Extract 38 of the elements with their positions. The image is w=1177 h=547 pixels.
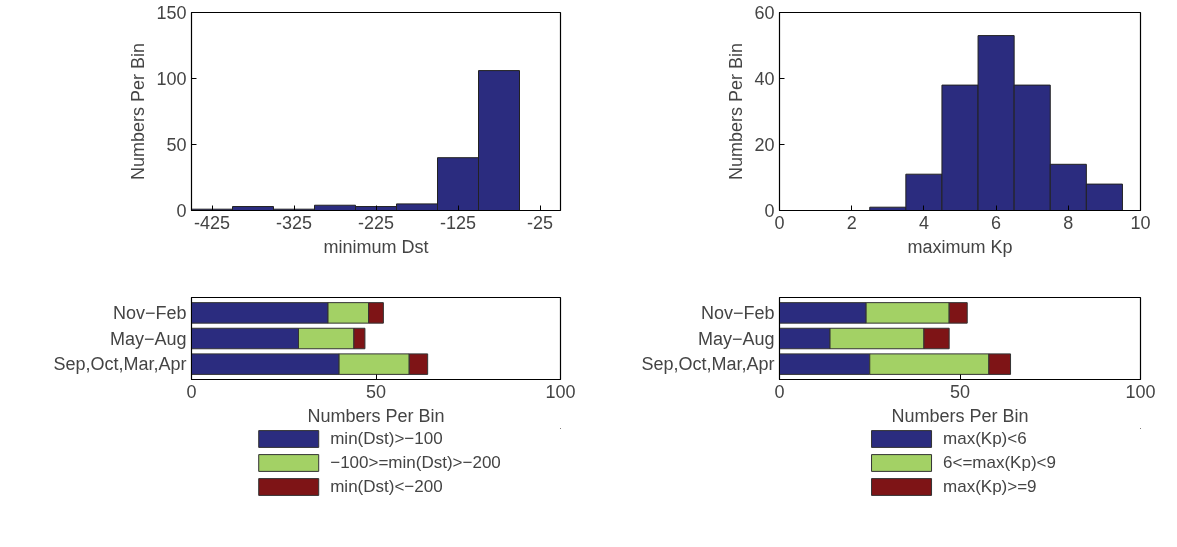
- x-tick-label: 100: [545, 381, 576, 402]
- legend-label: min(Dst)<−200: [330, 476, 443, 497]
- y-tick-label: 100: [156, 69, 187, 89]
- legend-label: max(Kp)>=9: [943, 476, 1037, 497]
- x-tick-label: 50: [949, 381, 971, 402]
- x-axis-title: minimum Dst: [323, 236, 429, 257]
- x-tick-label: 10: [1130, 212, 1151, 233]
- x-tick-label: 4: [918, 212, 929, 233]
- y-tick-label: Nov−Feb: [700, 302, 775, 323]
- y-axis-title: Numbers Per Bin: [128, 42, 149, 181]
- y-axis-title: Numbers Per Bin: [726, 42, 747, 181]
- y-tick-label: 50: [166, 135, 187, 155]
- legend-label: max(Kp)<6: [943, 428, 1027, 449]
- x-tick-label: 50: [365, 381, 387, 402]
- legend-label: 6<=max(Kp)<9: [943, 452, 1056, 473]
- x-tick-label: -325: [275, 212, 313, 233]
- y-tick-label: May−Aug: [109, 328, 187, 349]
- x-tick-label: -125: [439, 212, 477, 233]
- y-tick-label: 40: [754, 69, 775, 89]
- legend-label: −100>=min(Dst)>−200: [330, 452, 501, 473]
- x-tick-label: 100: [1125, 381, 1156, 402]
- x-tick-label: -425: [193, 212, 231, 233]
- y-tick-label: Nov−Feb: [112, 302, 187, 323]
- x-tick-label: 8: [1063, 212, 1074, 233]
- y-tick-label: May−Aug: [697, 328, 775, 349]
- x-tick-label: 2: [846, 212, 857, 233]
- x-axis-title: Numbers Per Bin: [891, 405, 1029, 426]
- x-axis-title: Numbers Per Bin: [307, 405, 445, 426]
- x-tick-label: -25: [526, 212, 554, 233]
- y-tick-label: 60: [754, 3, 775, 23]
- x-axis-title: maximum Kp: [907, 236, 1013, 257]
- y-tick-label: Sep,Oct,Mar,Apr: [53, 354, 187, 375]
- legend-label: min(Dst)>−100: [330, 428, 443, 449]
- y-tick-label: Sep,Oct,Mar,Apr: [641, 354, 775, 375]
- x-tick-label: 6: [991, 212, 1002, 233]
- y-tick-label: 150: [156, 3, 187, 23]
- x-tick-label: -225: [357, 212, 395, 233]
- y-tick-label: 20: [754, 135, 775, 155]
